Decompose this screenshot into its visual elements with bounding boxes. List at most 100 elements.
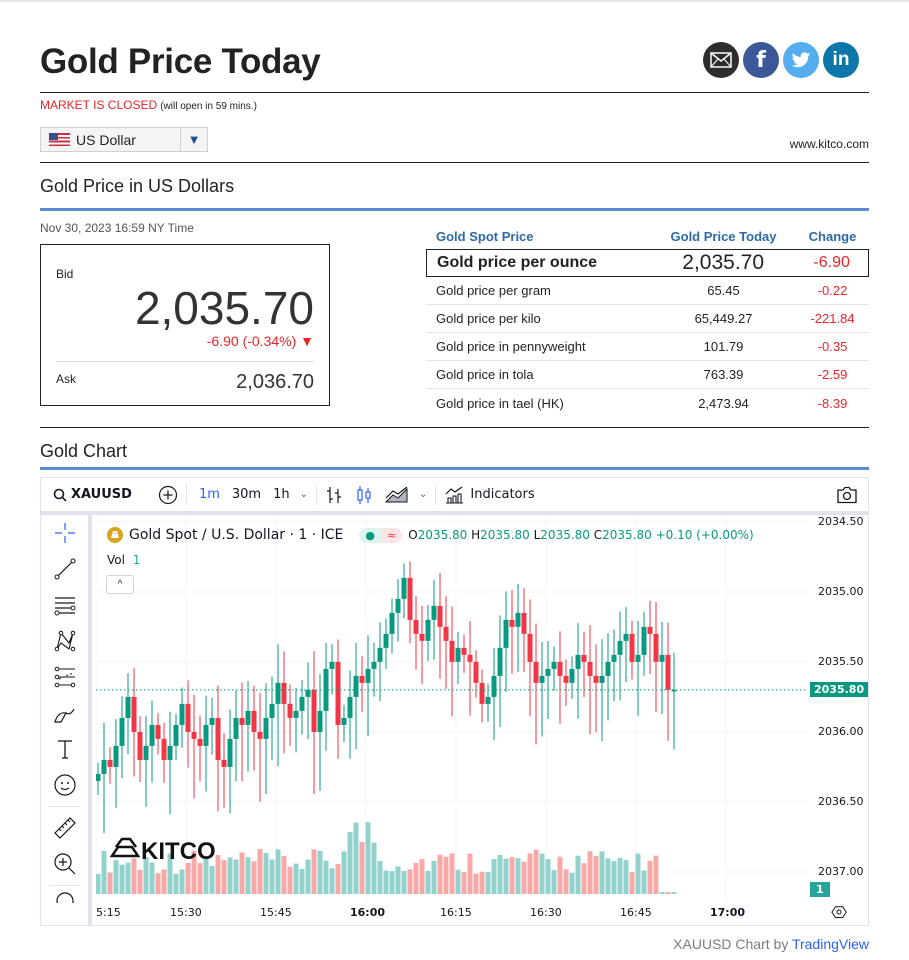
column-header: Gold Price Today <box>670 228 777 244</box>
ohlc-values: O2035.80 H2035.80 L2035.80 C2035.80 +0.1… <box>408 528 754 542</box>
price-axis[interactable]: 2034.50 2035.00 2035.50 2036.00 2036.50 2037.… <box>808 515 869 926</box>
svg-text:KITCO: KITCO <box>141 838 216 865</box>
pattern-tool[interactable] <box>41 623 88 659</box>
text-icon <box>57 740 72 759</box>
us-flag-icon <box>49 133 70 146</box>
bars-style-button[interactable] <box>325 485 343 505</box>
camera-icon <box>837 486 857 503</box>
trend-line-tool[interactable] <box>41 551 88 587</box>
zoom-tool[interactable] <box>41 846 88 882</box>
spot-price-table: Gold Spot Price Gold Price Today Change … <box>426 223 869 417</box>
tradingview-link[interactable]: TradingView <box>791 936 869 952</box>
price-tick: 2034.50 <box>818 514 864 528</box>
interval-1h[interactable]: 1h <box>273 487 290 502</box>
row-change: -2.59 <box>817 367 848 382</box>
row-label: Gold price per gram <box>436 283 551 298</box>
row-price: 2,473.94 <box>698 395 749 411</box>
row-price: 101.79 <box>703 339 744 354</box>
chart-type-chevron-icon[interactable]: ⌄ <box>419 489 428 500</box>
price-tick: 2035.50 <box>818 654 864 668</box>
market-status-pill[interactable]: ● ≈ <box>359 527 403 543</box>
fib-tool[interactable] <box>41 587 88 623</box>
chevron-down-icon[interactable]: ▼ <box>180 128 207 151</box>
row-change: -8.39 <box>817 395 848 411</box>
facebook-icon[interactable]: f <box>743 42 779 78</box>
volume-badge: 1 <box>810 882 830 897</box>
indicators-icon <box>445 486 464 504</box>
indicators-button[interactable]: Indicators <box>444 486 535 504</box>
crosshair-tool[interactable] <box>41 515 88 551</box>
row-price: 65,449.27 <box>694 311 753 326</box>
market-closed-label: MARKET IS CLOSED <box>40 98 158 112</box>
settings-icon[interactable] <box>831 904 847 925</box>
screenshot-button[interactable] <box>836 486 858 504</box>
divider <box>185 484 187 505</box>
compare-button[interactable] <box>158 485 178 505</box>
time-tick: 16:30 <box>530 906 562 919</box>
prices-section-title: Gold Price in US Dollars <box>40 176 235 196</box>
delayed-icon: ≈ <box>381 527 403 543</box>
table-header: Gold Spot Price Gold Price Today Change <box>426 223 869 249</box>
table-row: Gold price per gram 65.45 -0.22 <box>426 277 869 305</box>
divider <box>40 162 869 163</box>
projection-tool[interactable] <box>41 659 88 695</box>
interval-dropdown-chevron-icon[interactable]: ⌄ <box>299 489 309 500</box>
email-icon[interactable] <box>703 42 739 78</box>
chart-section-title: Gold Chart <box>40 441 128 461</box>
last-price-badge: 2035.80 <box>810 681 869 697</box>
twitter-icon[interactable] <box>783 42 819 78</box>
gold-symbol-icon <box>107 527 123 543</box>
brush-tool[interactable] <box>41 695 88 731</box>
page-title: Gold Price Today <box>40 42 321 81</box>
symbol-search[interactable]: XAUUSD <box>53 487 132 502</box>
legend-title: Gold Spot / U.S. Dollar · 1 · ICE <box>129 527 344 543</box>
row-label: Gold price in tola <box>436 367 534 382</box>
collapse-legend-button[interactable]: ^ <box>106 575 134 594</box>
tradingview-widget: XAUUSD 1m 30m 1h ⌄ ⌄ Indic <box>40 477 869 926</box>
ask-price: 2,036.70 <box>236 371 314 393</box>
table-row: Gold price in tola 763.39 -2.59 <box>426 361 869 389</box>
brush-icon <box>53 708 75 723</box>
time-tick: 15:30 <box>170 906 202 919</box>
measure-tool[interactable] <box>41 810 88 846</box>
social-share: f in <box>703 42 859 78</box>
time-tick: 16:15 <box>440 906 472 919</box>
interval-30m[interactable]: 30m <box>231 487 262 502</box>
smiley-icon <box>53 774 76 796</box>
time-axis[interactable]: 5:15 15:30 15:45 16:00 16:15 16:30 16:45 17:00 <box>96 900 808 926</box>
currency-select[interactable]: US Dollar ▼ <box>40 127 208 152</box>
divider <box>49 806 80 807</box>
chart-legend: Gold Spot / U.S. Dollar · 1 · ICE ● ≈ O2… <box>107 527 754 543</box>
site-link[interactable]: www.kitco.com <box>789 137 869 151</box>
row-change: -6.90 <box>813 254 850 271</box>
divider <box>56 361 314 362</box>
area-style-button[interactable] <box>385 486 409 504</box>
row-price: 2,035.70 <box>682 251 765 274</box>
zoom-in-icon <box>53 853 75 875</box>
more-tools[interactable] <box>41 889 88 903</box>
top-border <box>0 0 909 2</box>
indicators-label: Indicators <box>470 487 535 502</box>
text-tool[interactable] <box>41 731 88 767</box>
projection-icon <box>54 666 75 688</box>
candles-style-button[interactable] <box>355 485 373 505</box>
row-price: 65.45 <box>707 283 740 298</box>
emoji-tool[interactable] <box>41 767 88 803</box>
chart-credit: XAUUSD Chart by TradingView <box>673 936 869 952</box>
row-change: -0.35 <box>817 339 848 354</box>
column-header: Gold Spot Price <box>436 228 534 244</box>
magnet-icon <box>55 892 74 903</box>
bid-label: Bid <box>56 267 74 281</box>
price-timestamp: Nov 30, 2023 16:59 NY Time <box>40 221 194 235</box>
candlestick-plot[interactable]: KITCO <box>96 519 808 900</box>
market-status: MARKET IS CLOSED (will open in 59 mins.) <box>40 98 257 112</box>
volume-legend: Vol 1 <box>107 553 141 567</box>
row-price: 763.39 <box>703 367 744 382</box>
row-label: Gold price per ounce <box>437 254 598 271</box>
table-row: Gold price per ounce 2,035.70 -6.90 <box>426 249 869 277</box>
pattern-icon <box>54 630 75 652</box>
bid-ask-box: Bid 2,035.70 -6.90 (-0.34%) ▼ Ask 2,036.… <box>40 244 330 406</box>
linkedin-icon[interactable]: in <box>823 42 859 78</box>
bid-price: 2,035.70 <box>134 282 314 334</box>
interval-1m[interactable]: 1m <box>198 487 220 502</box>
